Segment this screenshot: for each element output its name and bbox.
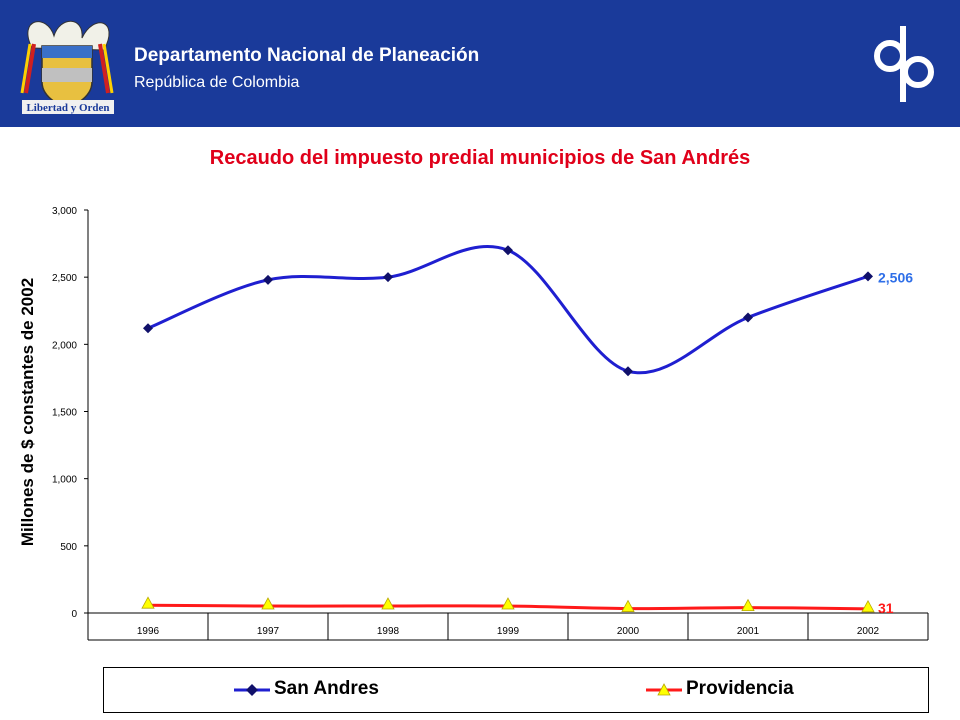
y-tick-label: 2,000 (52, 340, 77, 351)
y-tick-label: 3,000 (52, 206, 77, 217)
data-point-providencia (621, 599, 635, 612)
data-point-providencia (501, 597, 515, 610)
dnp-logo-icon (874, 26, 934, 102)
header-banner: Libertad y Orden Departamento Nacional d… (0, 0, 960, 127)
y-tick-label: 1,000 (52, 475, 77, 486)
data-point-san-andres (623, 366, 633, 377)
x-tick-label: 2000 (617, 626, 640, 637)
data-point-san-andres (863, 271, 873, 282)
legend-label-providencia: Providencia (686, 678, 794, 699)
data-point-providencia (141, 596, 155, 609)
organization-name: Departamento Nacional de Planeación (134, 45, 480, 66)
data-point-san-andres (263, 274, 273, 285)
legend-swatch-san-andres (234, 684, 270, 696)
series-line-san-andres (147, 245, 869, 375)
legend-swatch-providencia (646, 683, 682, 696)
chart-legend: San Andres Providencia (103, 667, 929, 713)
x-tick-label: 1999 (497, 626, 520, 637)
legend-label-san-andres: San Andres (274, 678, 379, 699)
x-tick-label: 1998 (377, 626, 400, 637)
data-point-san-andres (383, 272, 393, 283)
data-point-providencia (861, 600, 875, 613)
x-tick-label: 1997 (257, 626, 280, 637)
data-point-san-andres (143, 323, 153, 334)
y-tick-label: 2,500 (52, 273, 77, 284)
data-label-providencia: 31 (878, 600, 894, 616)
data-point-san-andres (743, 312, 753, 323)
data-point-providencia (741, 598, 755, 612)
chart-title: Recaudo del impuesto predial municipios … (209, 147, 751, 169)
y-axis-title: Millones de $ constantes de 2002 (18, 278, 37, 546)
x-tick-label: 1996 (137, 626, 160, 637)
y-tick-label: 500 (60, 542, 77, 553)
colombia-coat-of-arms-icon: Libertad y Orden (20, 20, 114, 114)
data-label-san-andres: 2,506 (878, 269, 913, 285)
data-point-san-andres (503, 245, 513, 256)
crest-motto: Libertad y Orden (26, 102, 109, 114)
y-tick-label: 0 (71, 609, 77, 620)
organization-subtitle: República de Colombia (134, 74, 300, 91)
x-tick-label: 2001 (737, 626, 760, 637)
data-point-providencia (381, 597, 395, 610)
x-tick-label: 2002 (857, 626, 880, 637)
y-tick-label: 1,500 (52, 408, 77, 419)
data-point-providencia (261, 597, 275, 610)
